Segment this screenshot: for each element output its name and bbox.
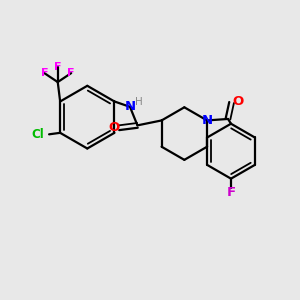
Text: H: H <box>135 97 143 107</box>
Text: O: O <box>109 121 120 134</box>
Text: F: F <box>68 68 75 78</box>
Text: Cl: Cl <box>31 128 44 141</box>
Text: F: F <box>40 68 48 78</box>
Text: F: F <box>54 61 62 71</box>
Text: F: F <box>226 186 236 199</box>
Text: O: O <box>232 94 244 107</box>
Text: N: N <box>202 114 213 127</box>
Text: N: N <box>125 100 136 113</box>
